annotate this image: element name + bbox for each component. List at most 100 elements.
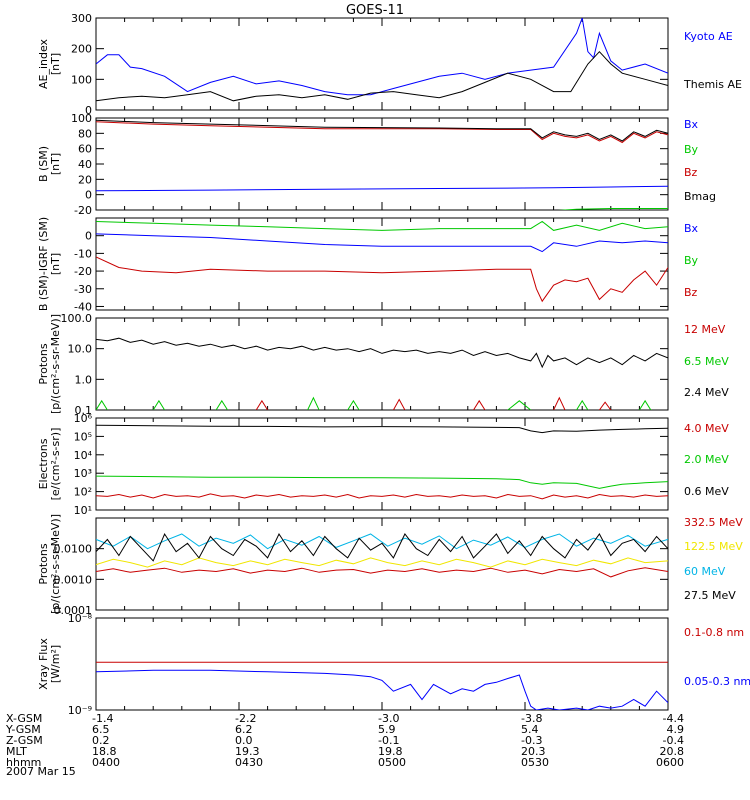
y-axis-label: Protons[p/(cm²-s-sr-MeV)] <box>37 514 62 614</box>
orbit-value: -0.3 <box>521 734 542 747</box>
series-line-60-mev <box>96 533 668 550</box>
series-line-6-5-mev <box>347 399 360 410</box>
orbit-value: -4.4 <box>663 712 684 725</box>
panel-protons_low: 0.1 1.0 10.0 100.0Protons[p/(cm²-s-sr-MeV)]… <box>37 312 729 417</box>
series-line-2-0-mev <box>96 475 668 489</box>
series-line-4-0-mev <box>96 493 668 500</box>
orbit-row-label: hhmm <box>6 756 41 769</box>
orbit-value: -3.0 <box>378 712 399 725</box>
panel-ae: 0 100 200 300 AE_index[nT] Kyoto AE Themis AE <box>37 12 742 117</box>
orbit-row-label: X-GSM <box>6 712 42 725</box>
series-line-6-5-mev <box>215 399 229 410</box>
y-tick-label: 60 <box>78 143 92 156</box>
orbit-value: 5.4 <box>521 723 539 736</box>
panel-frame <box>95 217 669 311</box>
series-line-12-mev <box>473 399 486 410</box>
orbit-value: -3.8 <box>521 712 542 725</box>
y-tick-label: 100 <box>71 112 92 125</box>
y-tick-label: 0.0010 <box>54 573 93 586</box>
y-tick-label: 10.0 <box>68 343 93 356</box>
y-tick-label: 0 <box>85 230 92 243</box>
legend-entry: 60 MeV <box>684 565 726 578</box>
legend-entry: 2.0 MeV <box>684 453 729 466</box>
y-tick-label: 10⁶ <box>74 412 93 425</box>
y-tick-label: 10¹ <box>74 504 92 517</box>
plot-title: GOES-11 <box>346 3 404 18</box>
y-tick-label: 10⁴ <box>74 449 93 462</box>
series-line-27-5-mev <box>96 532 668 562</box>
y-axis-label: Xray Flux[W/m²] <box>37 638 62 690</box>
legend-entry: Bx <box>684 118 699 131</box>
legend-entry: 332.5 MeV <box>684 516 743 529</box>
y-tick-label: 10³ <box>74 467 92 480</box>
orbit-row-label: Y-GSM <box>5 723 41 736</box>
panel-bmodel: -40 -30 -20 -10 0 B (SM)-IGRF (SM)[nT] Bx By Bz <box>37 217 699 314</box>
panel-frame <box>95 317 669 411</box>
y-tick-label: 10² <box>74 486 92 499</box>
orbit-value: 20.8 <box>660 745 685 758</box>
series-line-332-5-mev <box>96 567 668 578</box>
series-line-6-5-mev <box>307 396 320 410</box>
series-line-6-5-mev <box>576 399 589 410</box>
legend-entry: Kyoto AE <box>684 30 733 43</box>
panel-electrons: 10¹ 10² 10³ 10⁴ 10⁵ 10⁶ Electrons[e/(cm²-s-sr)… <box>37 412 729 517</box>
panel-frame <box>95 617 669 711</box>
orbit-value: 0600 <box>656 756 684 769</box>
orbit-value: 0.0 <box>235 734 253 747</box>
series-line-bx <box>96 233 668 253</box>
legend-entry: By <box>684 143 699 156</box>
y-tick-label: 20 <box>78 173 92 186</box>
y-tick-label: 0.0100 <box>54 543 93 556</box>
series-line-12-mev <box>598 401 612 410</box>
series-line-bz <box>96 256 668 303</box>
y-tick-label: 300 <box>71 12 92 25</box>
orbit-value: 20.3 <box>521 745 546 758</box>
y-tick-label: -10 <box>74 247 92 260</box>
series-line-12-mev <box>392 398 406 410</box>
y-tick-label: 100.0 <box>61 312 93 325</box>
orbit-value: 0500 <box>378 756 406 769</box>
y-tick-label: -20 <box>74 265 92 278</box>
series-line-bx <box>96 185 668 192</box>
panel-frame <box>95 117 669 211</box>
legend-entry: 27.5 MeV <box>684 589 736 602</box>
legend-entry: 2.4 MeV <box>684 386 729 399</box>
y-axis-label: Protons[p/(cm²-s-sr-MeV)] <box>37 314 62 414</box>
panel-frame <box>95 17 669 111</box>
series-line-bz <box>96 121 668 144</box>
orbit-value: 0430 <box>235 756 263 769</box>
series-line-6-5-mev <box>152 399 166 410</box>
legend-entry: 0.05-0.3 nm <box>684 675 750 688</box>
orbit-value: 0400 <box>92 756 120 769</box>
series-line-12-mev <box>255 399 269 410</box>
orbit-row-label: MLT <box>6 745 27 758</box>
y-tick-label: 40 <box>78 158 92 171</box>
y-tick-label: 100 <box>71 73 92 86</box>
y-tick-label: -20 <box>74 204 92 217</box>
y-tick-label: 10⁻⁸ <box>68 612 93 625</box>
y-tick-label: -30 <box>74 283 92 296</box>
orbit-value: 6.5 <box>92 723 110 736</box>
y-axis-label: B (SM)[nT] <box>37 146 62 182</box>
series-line-122-5-mev <box>96 557 668 568</box>
y-tick-label: 200 <box>71 43 92 56</box>
orbit-value: 4.9 <box>667 723 685 736</box>
legend-entry: Themis AE <box>683 78 742 91</box>
orbit-value: 5.9 <box>378 723 396 736</box>
legend-entry: 4.0 MeV <box>684 422 729 435</box>
series-line-0-6-mev <box>96 424 668 434</box>
orbit-value: 19.3 <box>235 745 260 758</box>
y-axis-label: AE_index[nT] <box>37 38 62 89</box>
legend-entry: 122.5 MeV <box>684 540 743 553</box>
orbit-value: 0530 <box>521 756 549 769</box>
y-tick-label: 10⁻⁹ <box>68 704 92 717</box>
orbit-value: 18.8 <box>92 745 117 758</box>
date-label: 2007 Mar 15 <box>6 765 76 778</box>
orbit-value: 6.2 <box>235 723 253 736</box>
orbit-row-label: Z-GSM <box>6 734 43 747</box>
y-tick-label: 1.0 <box>75 373 93 386</box>
series-line-by <box>557 208 668 210</box>
orbit-value: -0.1 <box>378 734 399 747</box>
legend-entry: 12 MeV <box>684 323 726 336</box>
